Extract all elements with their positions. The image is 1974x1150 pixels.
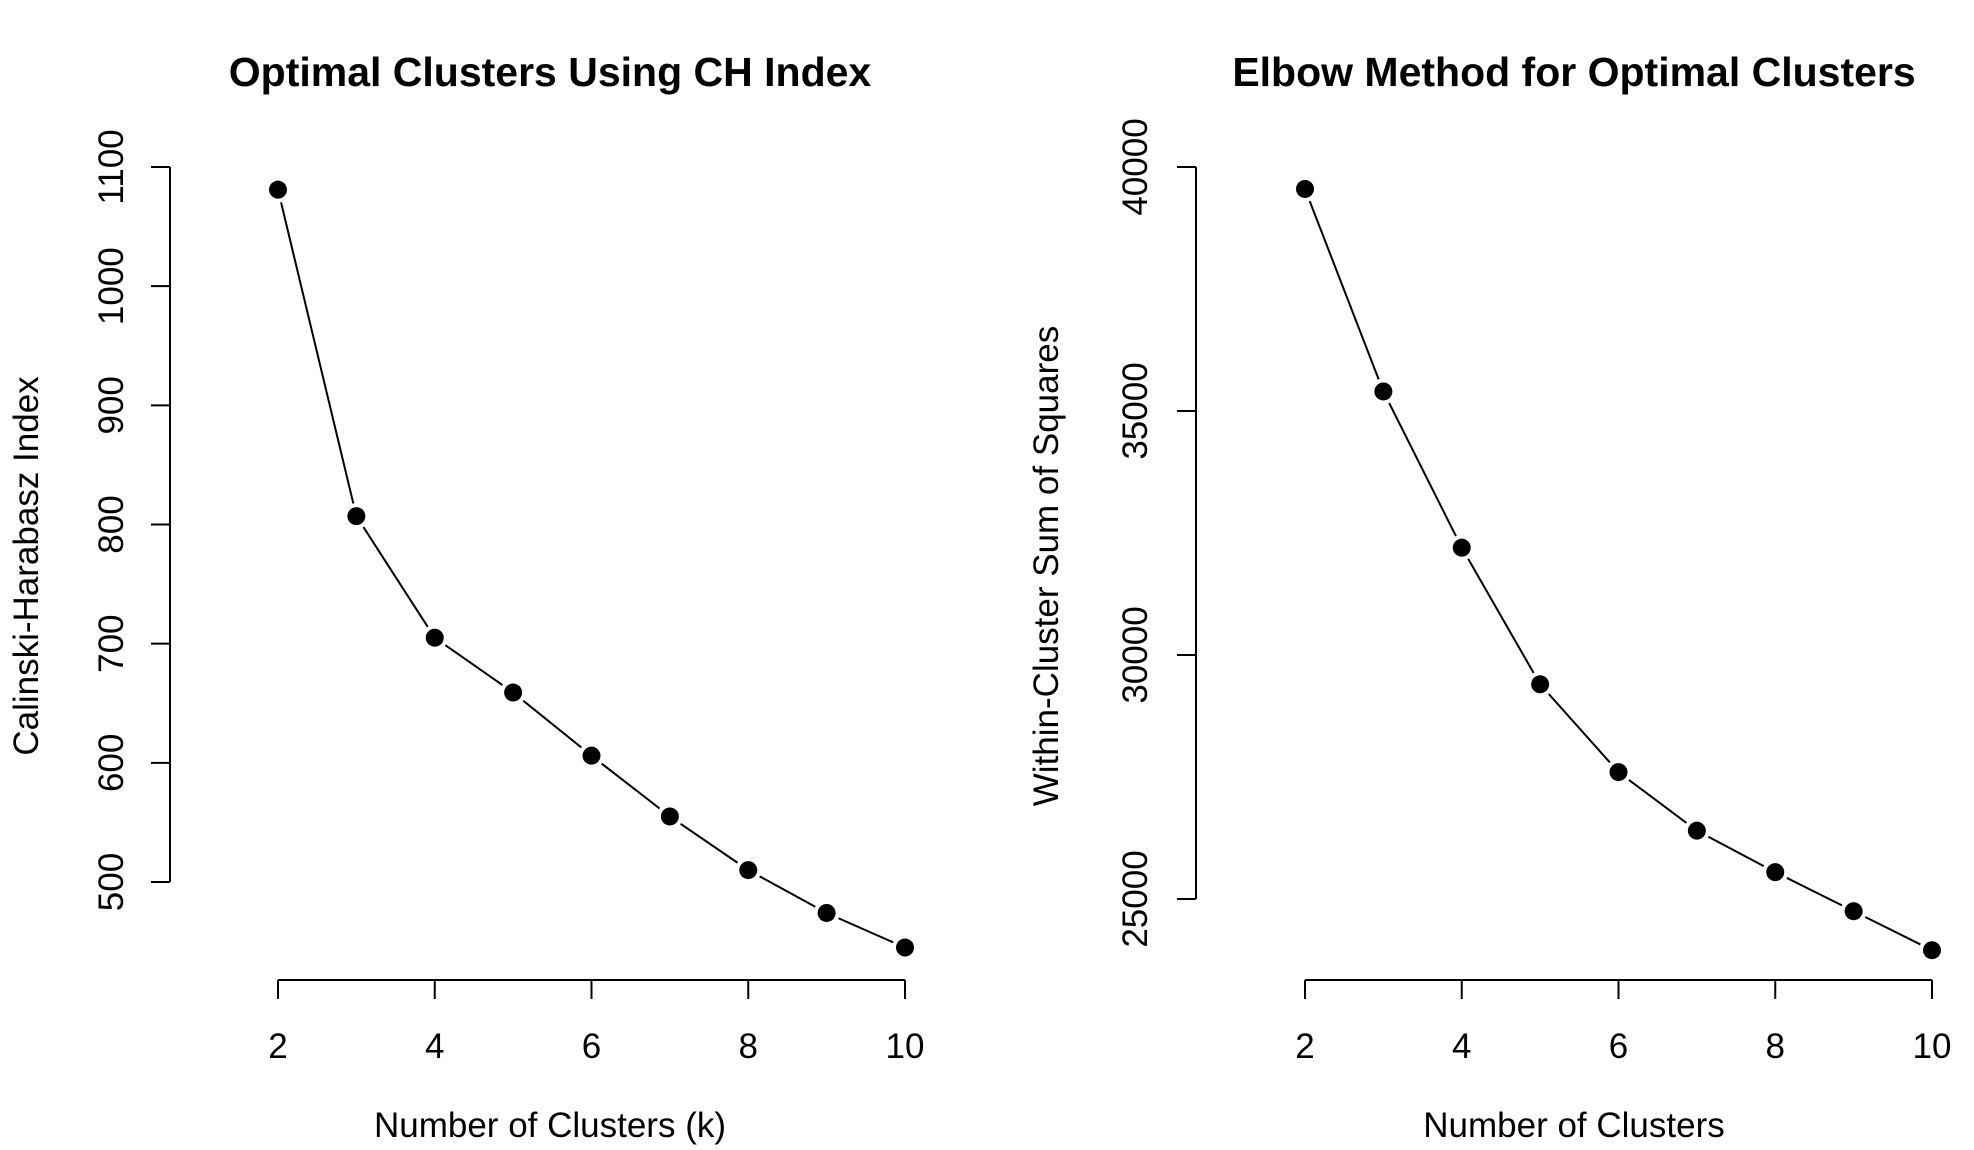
elbow-line-segment (1388, 402, 1457, 537)
ch-index-line-segment (601, 762, 661, 810)
elbow-line-segment (1786, 877, 1843, 907)
elbow-x-tick-label: 2 (1295, 1027, 1314, 1066)
ch-index-x-tick-label: 4 (425, 1027, 444, 1066)
ch-index-y-tick-label: 900 (92, 376, 131, 434)
elbow-axes: 25000 30000 35000 40000 2 4 6 8 10 (1116, 118, 1951, 1066)
ch-index-line-segment (280, 202, 355, 504)
ch-index-x-tick-label: 2 (268, 1027, 287, 1066)
elbow-data-point (1687, 821, 1706, 840)
elbow-data-point (1296, 179, 1314, 198)
elbow-line-segment (1707, 835, 1765, 867)
ch-index-y-tick-label: 500 (92, 853, 131, 911)
elbow-line-segment (1628, 779, 1688, 824)
ch-index-data-point (425, 628, 444, 647)
elbow-y-tick-label: 30000 (1116, 606, 1155, 703)
ch-index-line-segment (759, 875, 816, 908)
ch-index-y-tick-label: 600 (92, 734, 131, 792)
ch-index-data-point (739, 861, 758, 880)
ch-index-x-tick-label: 8 (739, 1027, 758, 1066)
elbow-y-tick-label: 25000 (1116, 850, 1155, 947)
ch-index-line-segment (444, 644, 504, 686)
elbow-data-point (1923, 941, 1941, 960)
elbow-data-point (1452, 538, 1471, 557)
ch-index-x-tick-label: 10 (886, 1027, 925, 1066)
ch-index-x-axis-label: Number of Clusters (k) (374, 1106, 726, 1145)
ch-index-y-tick-label: 700 (92, 614, 131, 672)
elbow-data-point (1609, 763, 1628, 782)
ch-index-panel: Optimal Clusters Using CH Index Number o… (7, 49, 924, 1145)
elbow-y-tick-label: 35000 (1116, 362, 1155, 459)
elbow-data-point (1531, 675, 1550, 694)
elbow-line-segment (1548, 693, 1611, 764)
ch-index-data-point (660, 807, 679, 826)
ch-index-data-point (269, 180, 287, 199)
ch-index-data-point (504, 683, 523, 702)
elbow-data-point (1766, 863, 1785, 882)
elbow-data-point (1374, 382, 1393, 401)
elbow-x-tick-label: 8 (1766, 1027, 1785, 1066)
elbow-panel: Elbow Method for Optimal Clusters Number… (1027, 49, 1951, 1145)
elbow-y-tick-label: 40000 (1116, 118, 1155, 215)
ch-index-y-tick-label: 800 (92, 495, 131, 553)
elbow-line-segment (1864, 916, 1921, 946)
elbow-x-axis-label: Number of Clusters (1423, 1106, 1724, 1145)
ch-index-title: Optimal Clusters Using CH Index (229, 49, 872, 95)
elbow-title: Elbow Method for Optimal Clusters (1232, 49, 1915, 95)
ch-index-data-point (817, 903, 836, 922)
elbow-line-segment (1467, 558, 1535, 674)
elbow-x-tick-label: 6 (1609, 1027, 1628, 1066)
ch-index-y-tick-label: 1100 (92, 129, 131, 204)
ch-index-line-segment (680, 822, 739, 864)
ch-index-line-segment (362, 526, 429, 628)
elbow-data-point (1844, 902, 1863, 921)
ch-index-x-tick-label: 6 (582, 1027, 601, 1066)
ch-index-y-tick-label: 1000 (92, 247, 131, 325)
elbow-line-segment (1308, 200, 1380, 380)
elbow-series (1296, 179, 1941, 960)
ch-index-series (269, 180, 914, 957)
ch-index-line-segment (522, 699, 583, 749)
ch-index-data-point (582, 746, 601, 765)
elbow-x-tick-label: 4 (1452, 1027, 1471, 1066)
ch-index-line-segment (838, 917, 894, 944)
ch-index-y-axis-label: Calinski-Harabasz Index (7, 376, 46, 756)
ch-index-axes: 500 600 700 800 900 1000 1100 2 4 6 8 10 (92, 129, 924, 1066)
ch-index-data-point (896, 938, 914, 957)
elbow-y-axis-label: Within-Cluster Sum of Squares (1027, 326, 1066, 806)
ch-index-data-point (347, 507, 366, 526)
elbow-x-tick-label: 10 (1913, 1027, 1952, 1066)
